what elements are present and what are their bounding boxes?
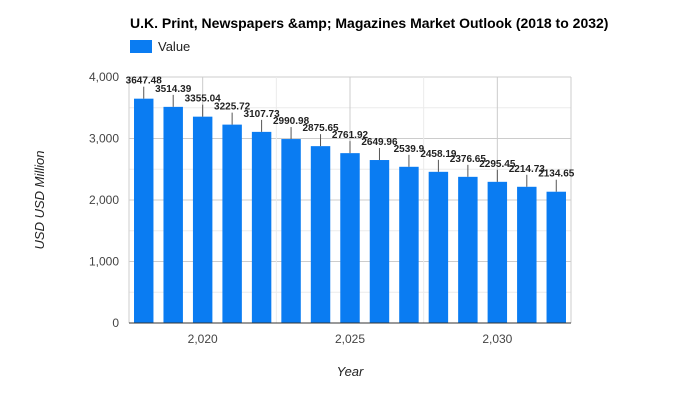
- bar-series: [134, 98, 566, 323]
- bar[interactable]: [222, 124, 242, 323]
- bar[interactable]: [546, 191, 566, 323]
- bar[interactable]: [458, 176, 478, 323]
- data-label: 3225.72: [214, 102, 251, 113]
- bar[interactable]: [251, 131, 272, 323]
- y-tick-label: 4,000: [89, 70, 119, 84]
- bar[interactable]: [428, 171, 449, 323]
- y-tick-label: 0: [112, 316, 119, 330]
- legend-label[interactable]: Value: [158, 39, 190, 54]
- data-label: 3355.04: [185, 94, 222, 105]
- data-label: 2376.65: [450, 154, 487, 165]
- bar[interactable]: [487, 181, 508, 323]
- data-label: 2761.92: [332, 130, 369, 141]
- bar[interactable]: [340, 153, 360, 323]
- x-tick-label: 2,025: [335, 332, 365, 346]
- data-label: 2539.9: [394, 144, 425, 155]
- data-label: 2458.19: [420, 149, 457, 160]
- x-axis-title: Year: [337, 364, 364, 379]
- data-label: 3107.73: [244, 109, 281, 120]
- data-label: 3647.48: [126, 76, 163, 87]
- y-tick-label: 2,000: [89, 193, 119, 207]
- data-labels: 3647.483514.393355.043225.723107.732990.…: [126, 76, 575, 192]
- data-label: 2295.45: [479, 159, 516, 170]
- legend-swatch[interactable]: [130, 40, 152, 53]
- y-tick-label: 1,000: [89, 255, 119, 269]
- y-axis-title: USD USD Million: [32, 151, 47, 250]
- y-tick-label: 3,000: [89, 132, 119, 146]
- x-tick-label: 2,020: [188, 332, 218, 346]
- data-label: 2875.65: [302, 123, 339, 134]
- data-label: 2990.98: [273, 116, 310, 127]
- axes: 0 1,000 2,000 3,000 4,000 2,020 2,025 2,030: [89, 70, 572, 346]
- bar[interactable]: [134, 98, 154, 323]
- x-tick-label: 2,030: [482, 332, 512, 346]
- chart-title: U.K. Print, Newspapers &amp; Magazines M…: [130, 15, 608, 31]
- bar[interactable]: [192, 116, 213, 323]
- bar[interactable]: [369, 160, 390, 323]
- data-label: 3514.39: [155, 84, 192, 95]
- data-label: 2649.96: [361, 137, 398, 148]
- bar[interactable]: [163, 106, 183, 323]
- data-label: 2134.65: [538, 169, 575, 180]
- bar[interactable]: [281, 139, 301, 323]
- bar[interactable]: [517, 186, 537, 323]
- bar[interactable]: [310, 146, 331, 323]
- bar[interactable]: [399, 166, 419, 323]
- data-label: 2214.73: [509, 164, 546, 175]
